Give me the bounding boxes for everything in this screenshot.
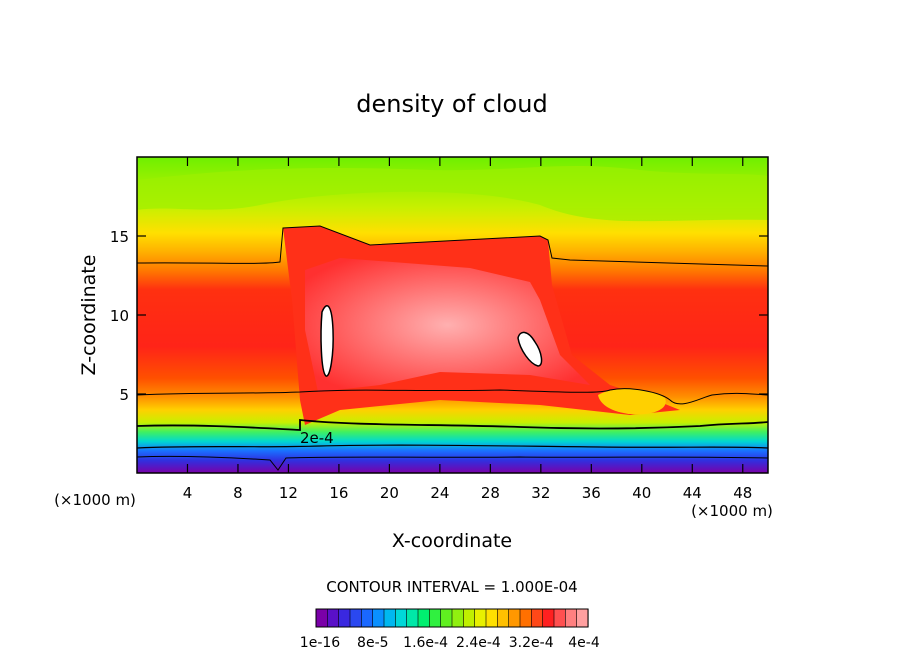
colorbar-swatch xyxy=(327,608,340,628)
x-tick-label: 40 xyxy=(632,484,651,502)
x-tick-label: 36 xyxy=(582,484,601,502)
colorbar-label: 3.2e-4 xyxy=(509,635,554,651)
y-tick-label: 5 xyxy=(119,386,129,404)
colorbar-swatch xyxy=(383,608,396,628)
colorbar-frame xyxy=(315,608,589,628)
x-tick-label: 28 xyxy=(481,484,500,502)
y-axis: 5 10 15 xyxy=(110,228,768,404)
x-axis-label: X-coordinate xyxy=(392,530,512,552)
colorbar-swatch xyxy=(417,608,430,628)
colorbar-swatch xyxy=(485,608,498,628)
colorbar-swatch xyxy=(542,608,555,628)
contour-lower xyxy=(137,444,768,449)
colorbar-swatch xyxy=(497,608,510,628)
x-tick-label: 44 xyxy=(683,484,702,502)
colorbar-swatch xyxy=(508,608,521,628)
upper-lightgreen-band xyxy=(137,165,768,222)
y-tick-label: 15 xyxy=(110,228,129,246)
colorbar-swatch xyxy=(565,608,578,628)
colorbar-swatch xyxy=(553,608,566,628)
y-tick-label: 10 xyxy=(110,307,129,325)
colorbar-swatch xyxy=(361,608,374,628)
y-axis-label: Z-coordinate xyxy=(78,255,100,376)
contour-label: 2e-4 xyxy=(300,429,334,447)
colorbar-swatch xyxy=(576,608,589,628)
contour-bottom xyxy=(137,455,768,471)
colorbar-swatch xyxy=(531,608,544,628)
x-tick-label: 16 xyxy=(329,484,348,502)
x-tick-label: 4 xyxy=(183,484,193,502)
x-tick-label: 20 xyxy=(380,484,399,502)
x-tick-label: 24 xyxy=(430,484,449,502)
colorbar-label: 4e-4 xyxy=(568,635,600,651)
contour-upper xyxy=(137,225,768,267)
x-tick-label: 12 xyxy=(279,484,298,502)
contour-middle xyxy=(137,388,768,405)
colorbar-swatch xyxy=(451,608,464,628)
colorbar-label: 1.6e-4 xyxy=(403,635,448,651)
colorbar-labels: 1e-16 8e-5 1.6e-4 2.4e-4 3.2e-4 4e-4 xyxy=(300,635,600,651)
contour-interval-text: CONTOUR INTERVAL = 1.000E-04 xyxy=(326,578,577,596)
colorbar-swatch xyxy=(338,608,351,628)
x-axis: 4 8 12 16 20 24 28 32 36 40 44 48 xyxy=(183,157,752,502)
colorbar-swatch xyxy=(429,608,442,628)
colorbar-label: 2.4e-4 xyxy=(456,635,501,651)
x-tick-label: 8 xyxy=(233,484,243,502)
right-anvil xyxy=(598,388,666,415)
colorbar-swatch xyxy=(349,608,362,628)
colorbar-swatch xyxy=(406,608,419,628)
colorbar-label: 1e-16 xyxy=(300,635,340,651)
x-unit-right: (×1000 m) xyxy=(691,502,773,520)
colorbar xyxy=(315,608,589,628)
colorbar-swatch xyxy=(315,608,328,628)
colorbar-swatch xyxy=(463,608,476,628)
colorbar-swatch xyxy=(474,608,487,628)
colorbar-swatch xyxy=(372,608,385,628)
cloud-core xyxy=(305,258,590,392)
chart-title: density of cloud xyxy=(356,90,547,118)
colorbar-swatch xyxy=(519,608,532,628)
colorbar-swatch xyxy=(395,608,408,628)
core-hole-right xyxy=(517,331,543,367)
core-hole-left xyxy=(320,305,334,377)
colorbar-swatch xyxy=(440,608,453,628)
contour-2e-4 xyxy=(137,419,768,431)
x-tick-label: 48 xyxy=(733,484,752,502)
colorbar-label: 8e-5 xyxy=(357,635,388,651)
x-unit-left: (×1000 m) xyxy=(54,491,136,509)
density-field xyxy=(137,157,768,473)
x-tick-label: 32 xyxy=(531,484,550,502)
